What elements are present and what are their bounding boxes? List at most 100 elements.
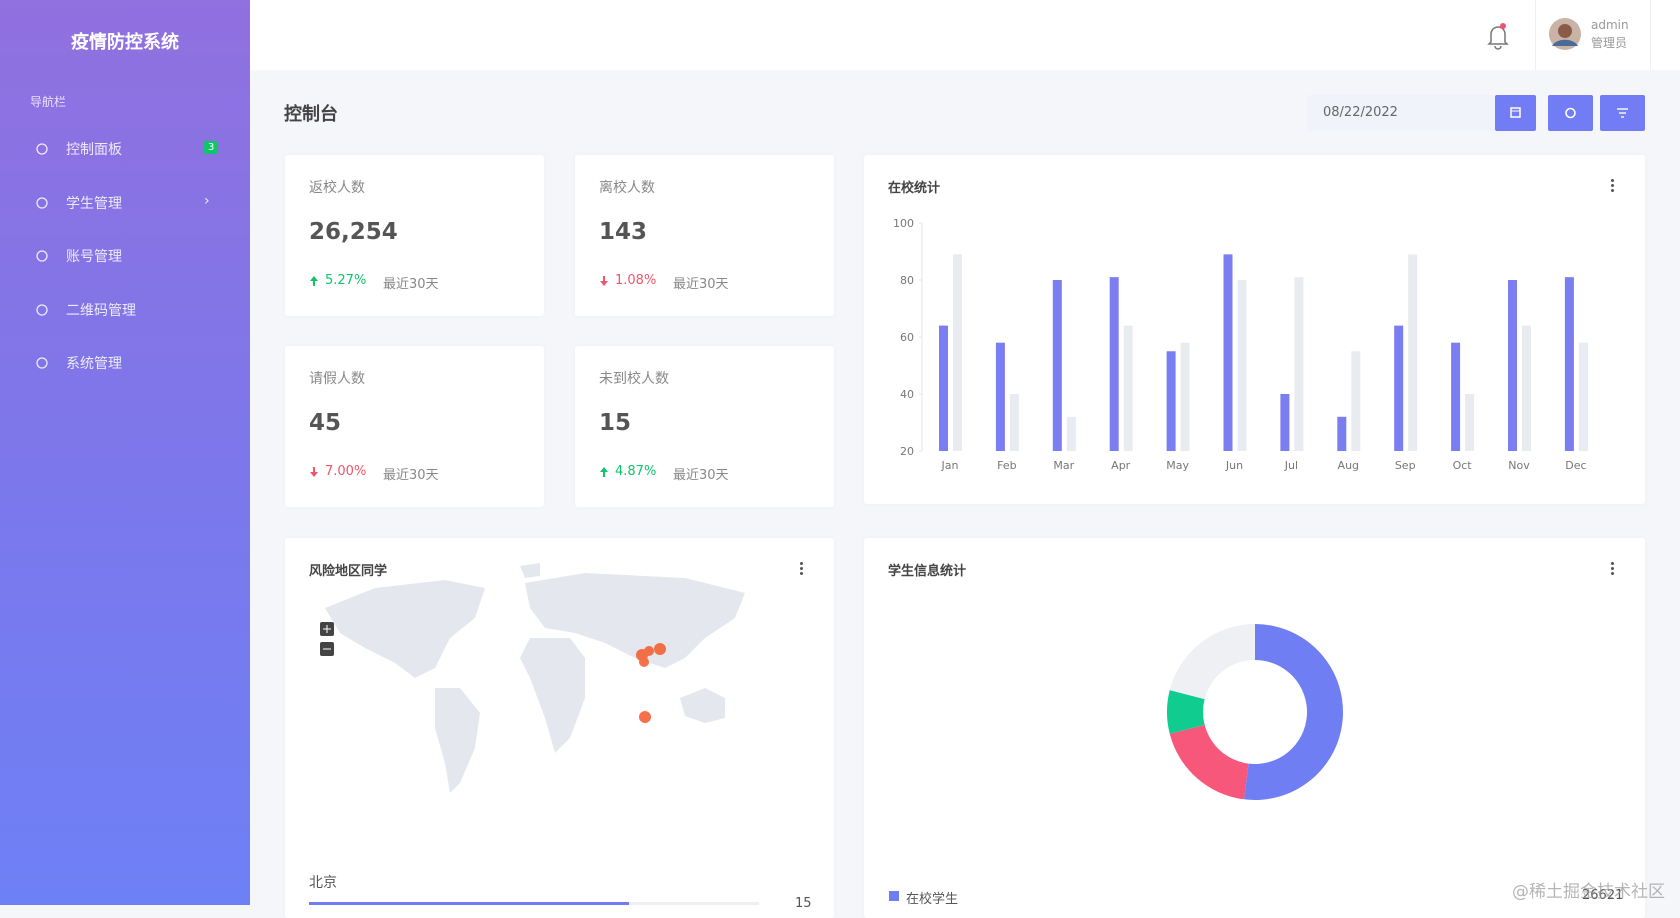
x-tick-label: Jan (941, 459, 959, 472)
arrow-shape (600, 467, 608, 477)
x-tick-label: Oct (1453, 459, 1473, 472)
bar (1280, 394, 1290, 451)
bar (1052, 280, 1062, 451)
stat-title: 请假人数 (309, 371, 365, 387)
bar (1408, 254, 1418, 451)
bar (1109, 277, 1119, 451)
x-tick-label: Jul (1284, 459, 1298, 472)
icon-shape (36, 143, 48, 155)
stat-value: 45 (309, 410, 342, 436)
bar (1223, 254, 1233, 451)
x-tick-label: Sep (1395, 459, 1416, 472)
bar (1009, 394, 1019, 451)
app-title: 疫情防控系统 (71, 32, 179, 53)
trend-arrow (600, 467, 608, 477)
menu-item[interactable]: 二维码管理 (34, 300, 224, 320)
bar (1451, 342, 1461, 451)
menu-item[interactable]: 控制面板 3 (34, 139, 224, 159)
filter-button[interactable] (1600, 95, 1645, 131)
trend-arrow (310, 276, 318, 286)
menu-icon (36, 250, 48, 262)
donut-segment (1243, 624, 1343, 800)
icon-shape (36, 196, 48, 209)
menu-label: 账号管理 (66, 249, 122, 265)
donut-card: 学生信息统计 在校学生 26621 (864, 538, 1645, 918)
bar (1508, 280, 1517, 451)
y-tick-label: 40 (900, 388, 914, 401)
icon-shape (36, 303, 48, 316)
stat-value: 15 (599, 410, 632, 436)
x-tick-label: Feb (997, 459, 1016, 472)
menu-icon (36, 303, 48, 316)
header: admin 管理员 (250, 0, 1680, 70)
menu-label: 系统管理 (66, 356, 122, 372)
more-menu[interactable] (1611, 562, 1615, 577)
legend-value: 26621 (1582, 888, 1624, 903)
stat-title: 未到校人数 (599, 371, 669, 387)
stat-card: 离校人数 143 1.08% 最近30天 (575, 155, 834, 316)
y-tick-label: 100 (893, 217, 914, 230)
x-tick-label: Dec (1565, 459, 1586, 472)
menu-label: 学生管理 (66, 195, 122, 212)
stat-title: 离校人数 (599, 180, 655, 196)
bar (1294, 277, 1304, 451)
arrow-shape (310, 276, 318, 286)
stat-change: 1.08% (615, 273, 657, 288)
card-title: 在校统计 (888, 181, 941, 196)
menu-item[interactable]: 系统管理 (34, 353, 224, 373)
bar (953, 254, 962, 451)
x-tick-label: Nov (1508, 459, 1530, 472)
x-tick-label: Mar (1053, 459, 1074, 472)
card-title: 风险地区同学 (309, 564, 388, 579)
refresh-button[interactable] (1548, 95, 1593, 131)
page-title: 控制台 (284, 104, 338, 125)
stat-card: 返校人数 26,254 5.27% 最近30天 (285, 155, 544, 316)
world-map (320, 563, 745, 793)
user-name: admin (1591, 18, 1629, 32)
menu-icon (36, 357, 48, 369)
bar (1578, 342, 1588, 451)
date-text: 08/22/2022 (1323, 105, 1398, 120)
donut-segment (1169, 624, 1255, 700)
trend-arrow (600, 276, 608, 286)
bar (1564, 277, 1574, 451)
avatar[interactable] (1549, 18, 1581, 50)
y-tick-label: 80 (900, 274, 914, 287)
region-name: 北京 (309, 875, 337, 891)
y-tick-label: 20 (900, 445, 914, 458)
menu-item[interactable]: 学生管理 › (34, 193, 224, 213)
stat-title: 返校人数 (309, 180, 365, 196)
menu-icon (36, 196, 48, 209)
calendar-button[interactable] (1495, 95, 1536, 131)
x-tick-label: Jun (1225, 459, 1243, 472)
stat-period: 最近30天 (673, 468, 729, 483)
card-title: 学生信息统计 (888, 564, 967, 579)
stat-card: 未到校人数 15 4.87% 最近30天 (575, 346, 834, 507)
user-role: 管理员 (1591, 36, 1628, 50)
bar (1066, 416, 1076, 451)
x-tick-label: Apr (1111, 459, 1131, 472)
bar (1351, 351, 1361, 451)
menu-badge: 3 (204, 141, 219, 154)
date-input[interactable]: 08/22/2022 (1307, 95, 1495, 131)
bar (1337, 416, 1347, 451)
donut-segment (1167, 690, 1205, 734)
more-menu[interactable] (1611, 179, 1615, 194)
bar (1180, 342, 1190, 451)
stat-value: 143 (599, 219, 648, 245)
region-count: 15 (795, 896, 812, 911)
bar (1237, 280, 1247, 451)
trend-arrow (310, 467, 318, 477)
more-menu[interactable] (800, 562, 804, 577)
legend-swatch (889, 891, 899, 901)
arrow-shape (310, 467, 318, 477)
bar (1394, 325, 1404, 451)
stat-change: 4.87% (615, 464, 657, 479)
menu-item[interactable]: 账号管理 (34, 246, 224, 266)
menu-label: 控制面板 (66, 142, 122, 158)
icon-shape (36, 357, 48, 369)
stat-value: 26,254 (309, 219, 398, 245)
y-tick-label: 60 (900, 331, 914, 344)
bell-icon[interactable] (1486, 22, 1510, 50)
